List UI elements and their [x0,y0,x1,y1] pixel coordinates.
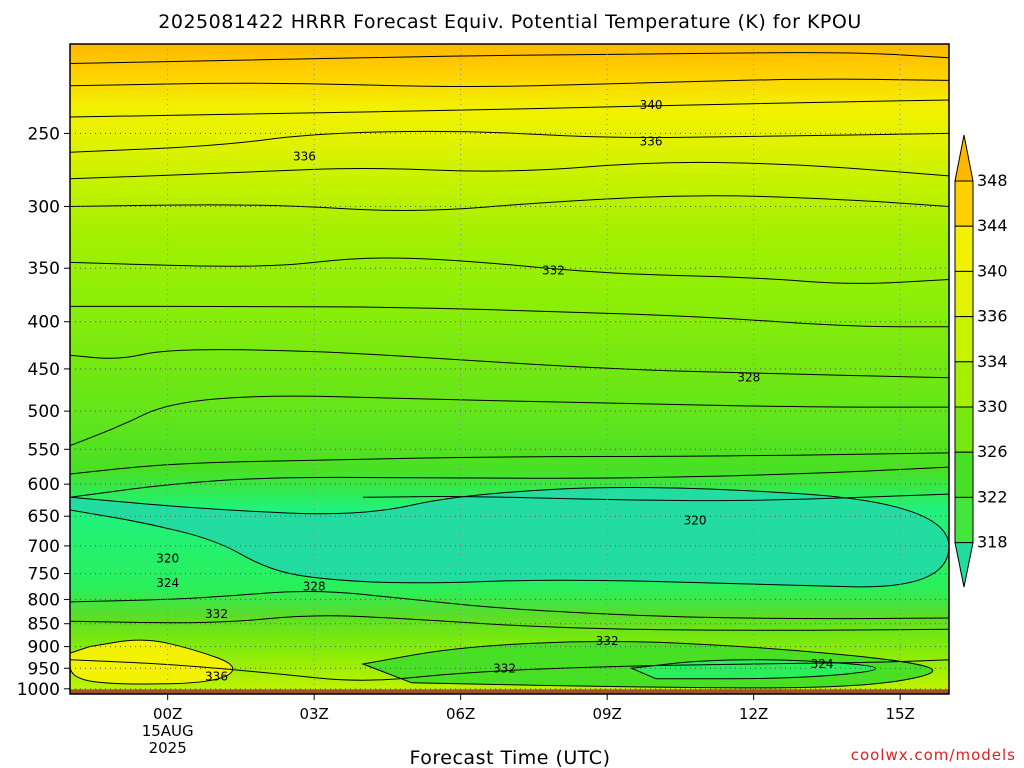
fill-bands [70,486,949,689]
contour-332 [70,257,949,284]
contour-324 [70,466,949,498]
plot-area [70,44,949,694]
y-tick-label: 550 [28,440,60,460]
watermark-text: coolwx.com/models [851,746,1016,764]
colorbar-label: 334 [977,352,1008,371]
y-tick-label: 400 [28,313,60,333]
colorbar-label: 318 [977,533,1008,552]
x-tick-label: 00Z [153,705,182,723]
colorbar-segment [954,361,974,408]
x-axis: 00Z 03Z 06Z 09Z 12Z 15Z [153,694,915,723]
contour-label: 320 [156,551,179,565]
y-tick-label: 700 [28,537,60,557]
y-tick-label: 650 [28,507,60,527]
contour-334-low [70,659,949,681]
contour-label: 336 [205,670,228,684]
colorbar-label: 340 [977,261,1008,280]
x-tick-label: 03Z [299,705,328,723]
dry-pocket-band [70,486,949,588]
colorbar-label: 326 [977,442,1008,461]
x-axis-label: Forecast Time (UTC) [410,747,611,768]
x-date-year: 2025 [149,739,187,757]
y-tick-label: 750 [28,565,60,585]
colorbar-label: 344 [977,216,1008,235]
contour-label: 332 [205,607,228,621]
colorbar-extend-max [954,134,974,182]
contour-336 [70,161,949,180]
contour-label: 340 [640,98,663,112]
colorbar-label: 348 [977,171,1008,190]
contour-340 [70,99,949,118]
contour-label: 332 [493,661,516,675]
y-tick-label: 600 [28,475,60,495]
contour-label: 336 [640,134,663,148]
colorbar-label: 336 [977,307,1008,326]
y-tick-label: 500 [28,402,60,422]
x-tick-label: 09Z [592,705,621,723]
contour-label: 336 [293,150,316,164]
ground-surface [70,689,949,694]
y-tick-label: 950 [28,659,60,679]
colorbar-segment [954,270,974,318]
contour-338 [70,130,949,153]
y-tick-label: 800 [28,590,60,610]
y-tick-label: 450 [28,360,60,380]
contour-322 [362,493,949,502]
grid-lines [70,44,949,694]
contour-lines [70,52,949,681]
contour-344 [70,78,949,88]
y-tick-label: 900 [28,638,60,658]
x-tick-label: 06Z [446,705,475,723]
y-tick-label: 850 [28,615,60,635]
colorbar-segment [954,180,974,227]
x-tick-label: 12Z [739,705,768,723]
x-tick-label: 15Z [885,705,914,723]
contour-label: 324 [156,576,179,590]
contour-334 [70,195,949,211]
contour-330 [70,305,949,328]
colorbar-segment [954,496,974,544]
contour-label: 332 [596,634,619,648]
contour-332-low [70,615,949,631]
y-tick-label: 1000 [17,680,60,700]
contour-328 [70,349,949,379]
contour-346 [70,52,949,64]
colorbar-segment [954,406,974,453]
contour-326 [70,452,949,475]
x-date-day: 15AUG [142,722,194,740]
colorbar-segment [954,225,974,272]
y-tick-label: 350 [28,259,60,279]
colorbar-label: 330 [977,397,1008,416]
y-tick-label: 250 [28,124,60,144]
colorbar-label: 322 [977,487,1008,506]
contour-327 [70,395,949,447]
contour-label: 320 [684,514,707,528]
contour-label: 332 [542,263,565,277]
contour-330-low [70,590,949,620]
y-tick-label: 300 [28,197,60,217]
contour-labels: 340 336 336 332 328 320 320 324 328 332 332 332 324 3… [156,98,833,683]
contour-label: 328 [303,580,326,594]
contour-label: 324 [811,657,834,671]
colorbar-extend-min [954,542,974,588]
colorbar: 348 344 340 336 334 330 326 322 318 [954,134,1008,588]
contour-label: 328 [737,371,760,385]
theta-e-field [70,44,949,694]
chart-title: 2025081422 HRRR Forecast Equiv. Potentia… [158,11,861,33]
colorbar-segment [954,316,974,363]
colorbar-segment [954,451,974,498]
y-axis: 250 300 350 400 450 500 550 600 650 700 750 800 850 9… [17,124,70,700]
